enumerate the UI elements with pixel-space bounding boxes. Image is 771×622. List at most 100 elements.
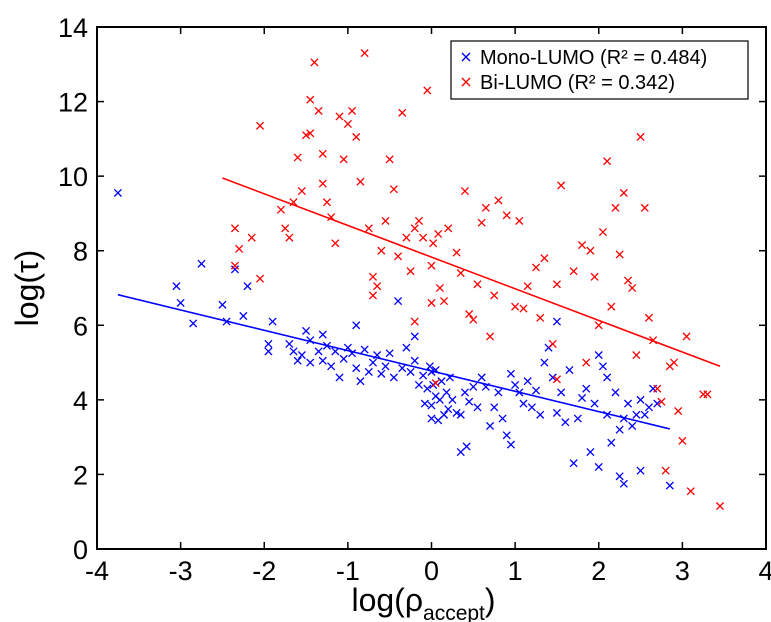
x-axis-title-base: log(ρ	[351, 582, 423, 618]
data-point-mono-lumo	[460, 388, 470, 397]
y-tick-label: 8	[73, 237, 88, 267]
data-point-bi-lumo	[434, 229, 443, 238]
data-point-mono-lumo	[264, 347, 273, 356]
y-tick-label: 0	[73, 535, 88, 565]
data-point-mono-lumo	[356, 377, 365, 386]
data-point-mono-lumo	[653, 399, 662, 408]
data-point-mono-lumo	[561, 418, 570, 427]
data-point-mono-lumo	[352, 364, 361, 373]
legend-label-bi-lumo: Bi-LUMO (R² = 0.342)	[480, 72, 675, 94]
data-point-bi-lumo	[293, 153, 302, 162]
data-point-bi-lumo	[577, 241, 587, 250]
data-point-bi-lumo	[632, 351, 641, 360]
data-point-bi-lumo	[347, 106, 357, 115]
data-point-mono-lumo	[615, 425, 624, 434]
data-point-mono-lumo	[552, 408, 561, 417]
data-point-bi-lumo	[235, 244, 244, 253]
data-point-bi-lumo	[230, 224, 240, 233]
data-point-bi-lumo	[552, 375, 561, 384]
data-point-bi-lumo	[469, 315, 478, 324]
data-point-mono-lumo	[506, 440, 516, 449]
data-point-mono-lumo	[557, 388, 566, 397]
data-point-mono-lumo	[189, 319, 198, 328]
data-point-bi-lumo	[703, 390, 712, 399]
data-point-mono-lumo	[485, 421, 495, 431]
data-point-mono-lumo	[465, 397, 474, 406]
data-point-mono-lumo	[623, 399, 633, 408]
data-point-mono-lumo	[477, 373, 486, 382]
data-point-mono-lumo	[565, 365, 574, 375]
data-point-bi-lumo	[628, 283, 637, 293]
data-point-bi-lumo	[674, 406, 683, 416]
x-tick-label: 3	[675, 556, 690, 586]
data-point-mono-lumo	[425, 362, 434, 371]
y-tick-label: 6	[73, 311, 88, 341]
data-point-bi-lumo	[285, 233, 294, 242]
data-point-bi-lumo	[490, 291, 499, 300]
data-point-bi-lumo	[586, 246, 595, 255]
x-axis-title-close: )	[485, 582, 496, 618]
data-point-bi-lumo	[485, 332, 495, 341]
data-point-mono-lumo	[594, 462, 603, 472]
data-point-mono-lumo	[442, 388, 451, 397]
data-point-mono-lumo	[619, 479, 628, 488]
data-point-mono-lumo	[502, 431, 511, 440]
data-point-mono-lumo	[314, 347, 323, 356]
data-point-bi-lumo	[607, 302, 616, 311]
x-tick-label: -1	[336, 556, 360, 586]
data-point-mono-lumo	[327, 362, 336, 371]
x-tick-label: 2	[591, 556, 606, 586]
data-point-bi-lumo	[669, 358, 679, 367]
legend-marker-bi-lumo	[461, 77, 471, 87]
data-point-bi-lumo	[406, 267, 415, 276]
data-point-mono-lumo	[302, 326, 311, 335]
legend-items: Mono-LUMO (R² = 0.484) Bi-LUMO (R² = 0.34…	[461, 47, 707, 94]
data-point-bi-lumo	[590, 272, 599, 281]
fit-line-bi-lumo	[222, 177, 721, 368]
data-point-bi-lumo	[431, 379, 440, 388]
data-point-mono-lumo	[640, 410, 649, 419]
data-point-bi-lumo	[523, 282, 532, 291]
data-point-bi-lumo	[429, 239, 438, 248]
data-point-mono-lumo	[506, 369, 516, 378]
data-point-bi-lumo	[368, 291, 378, 300]
data-point-mono-lumo	[410, 356, 419, 365]
data-point-mono-lumo	[113, 188, 122, 197]
data-point-mono-lumo	[586, 447, 595, 457]
data-point-bi-lumo	[419, 233, 428, 242]
data-point-mono-lumo	[414, 380, 424, 390]
data-point-mono-lumo	[368, 358, 378, 367]
data-point-mono-lumo	[469, 382, 478, 391]
fit-line-mono-lumo	[117, 293, 671, 430]
data-point-mono-lumo	[573, 414, 582, 423]
data-point-mono-lumo	[176, 298, 185, 307]
data-point-mono-lumo	[393, 296, 403, 306]
data-point-mono-lumo	[318, 330, 327, 339]
legend-marker-mono-lumo	[461, 52, 471, 62]
data-point-mono-lumo	[352, 321, 361, 330]
data-point-bi-lumo	[557, 181, 566, 190]
data-point-bi-lumo	[360, 49, 369, 58]
x-axis-title: log(ρaccept)	[351, 582, 495, 622]
data-point-bi-lumo	[511, 302, 520, 311]
data-point-mono-lumo	[339, 354, 348, 363]
data-point-bi-lumo	[281, 224, 290, 233]
data-point-bi-lumo	[385, 155, 394, 164]
data-point-bi-lumo	[335, 112, 344, 121]
data-point-mono-lumo	[456, 410, 465, 419]
data-point-bi-lumo	[615, 250, 624, 259]
data-point-bi-lumo	[276, 205, 286, 214]
data-point-mono-lumo	[577, 393, 587, 403]
data-point-bi-lumo	[444, 224, 453, 233]
data-point-bi-lumo	[230, 261, 240, 270]
data-point-bi-lumo	[389, 185, 398, 194]
data-point-mono-lumo	[552, 317, 561, 326]
data-point-bi-lumo	[435, 283, 444, 293]
data-point-bi-lumo	[456, 269, 465, 278]
data-point-mono-lumo	[540, 358, 549, 367]
data-point-mono-lumo	[628, 421, 637, 431]
legend-box	[450, 40, 749, 100]
data-point-mono-lumo	[427, 414, 436, 423]
data-point-mono-lumo	[498, 414, 507, 423]
data-point-bi-lumo	[439, 296, 449, 306]
